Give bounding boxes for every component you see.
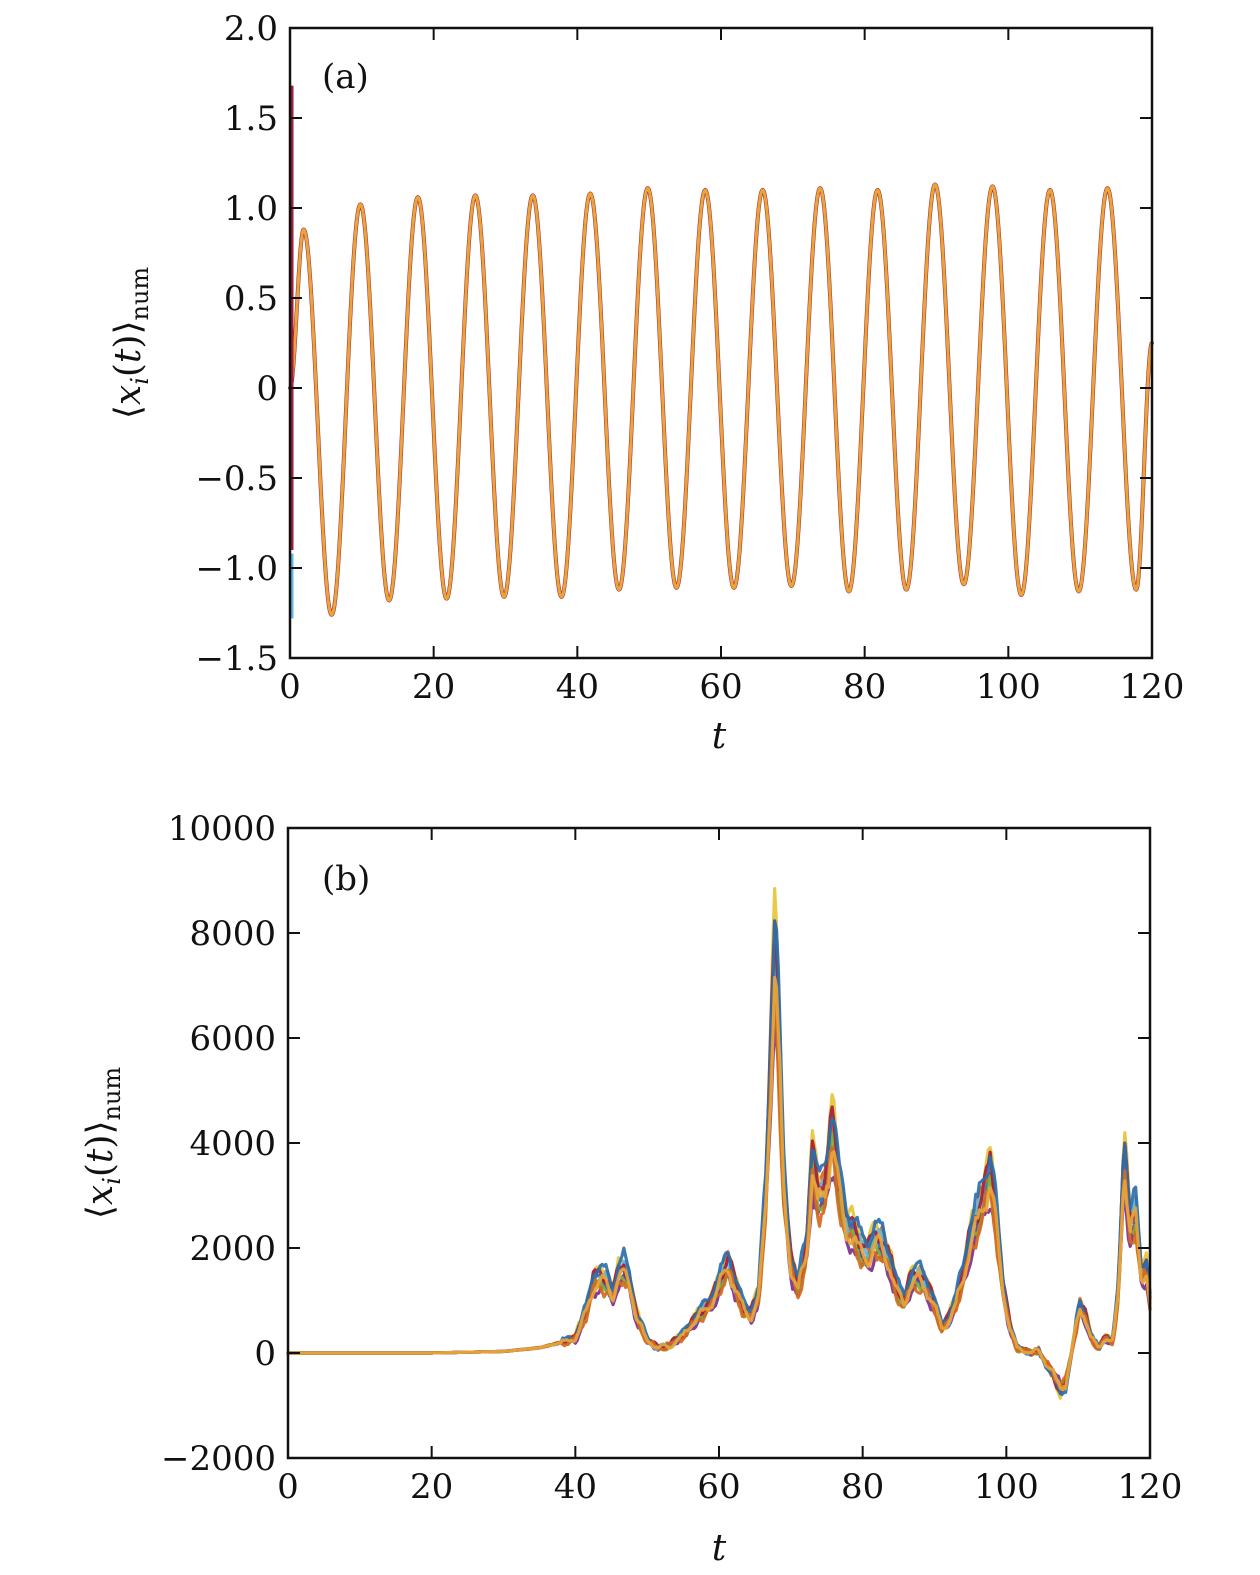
series-line [286, 966, 1152, 1390]
panel-a: 0 20 40 60 80 100 120 −1.5 −1.0 −0.5 0 0.5 1.0 1.5 2.0… [108, 9, 1184, 757]
y-tick-label: 6000 [189, 1019, 276, 1059]
series-line [286, 975, 1152, 1392]
panel-a-xlabel: t [712, 716, 727, 757]
x-tick-label: 20 [410, 1467, 453, 1507]
y-tick-label: −1.0 [195, 549, 278, 589]
y-tick-label: −0.5 [195, 459, 278, 499]
y-tick-label: 1.0 [224, 189, 278, 229]
panel-b-xlabel: t [712, 1528, 727, 1569]
panel-a-frame [288, 26, 1154, 660]
panel-b: 0 20 40 60 80 100 120−200002000400060008000100… [80, 809, 1182, 1569]
series-line [286, 919, 1152, 1395]
svg-text:⟨xi(t)⟩num: ⟨xi(t)⟩num [80, 1067, 126, 1220]
svg-text:⟨xi(t)⟩num: ⟨xi(t)⟩num [108, 267, 154, 420]
series-line [286, 970, 1152, 1391]
y-tick-label: 0 [256, 369, 278, 409]
y-tick-label: 8000 [189, 914, 276, 954]
series-line [286, 919, 1152, 1397]
x-tick-label: 120 [1118, 1467, 1183, 1507]
series-line [288, 183, 1154, 617]
x-tick-label: 80 [841, 1467, 884, 1507]
panel-a-plot-area [288, 85, 1154, 619]
series-line [286, 951, 1152, 1392]
y-tick-label: 1.5 [224, 99, 278, 139]
panel-b-plot-area [286, 887, 1152, 1400]
y-tick-label: −2000 [161, 1439, 276, 1479]
series-line [286, 887, 1152, 1400]
x-tick-label: 0 [277, 1467, 299, 1507]
x-tick-label: 20 [412, 667, 455, 707]
x-tick-label: 80 [843, 667, 886, 707]
x-tick-label: 60 [697, 1467, 740, 1507]
y-tick-label: 10000 [168, 809, 276, 849]
x-tick-label: 60 [699, 667, 742, 707]
panel-b-ylabel: ⟨xi(t)⟩num [80, 1067, 126, 1220]
panel-a-ticks: 0 20 40 60 80 100 120 −1.5 −1.0 −0.5 0 0.5 1.0 1.5 2.0 [195, 9, 1184, 707]
y-tick-label: 0 [254, 1334, 276, 1374]
y-tick-label: 4000 [189, 1124, 276, 1164]
x-tick-label: 120 [1120, 667, 1185, 707]
series-line [286, 945, 1152, 1393]
x-tick-label: 40 [556, 667, 599, 707]
y-tick-label: −1.5 [195, 639, 278, 679]
y-tick-label: 2.0 [224, 9, 278, 49]
series-line [286, 1017, 1152, 1387]
panel-b-frame [286, 826, 1152, 1460]
x-tick-label: 0 [279, 667, 301, 707]
x-tick-label: 100 [976, 667, 1041, 707]
x-tick-label: 100 [974, 1467, 1039, 1507]
panel-a-ylabel: ⟨xi(t)⟩num [108, 267, 154, 420]
x-tick-label: 40 [554, 1467, 597, 1507]
panel-b-label: (b) [322, 859, 370, 899]
panel-b-ticks: 0 20 40 60 80 100 120−200002000400060008000100… [161, 809, 1182, 1507]
y-tick-label: 2000 [189, 1229, 276, 1269]
series-line [286, 988, 1152, 1388]
y-tick-label: 0.5 [224, 279, 278, 319]
panel-a-label: (a) [322, 57, 369, 97]
